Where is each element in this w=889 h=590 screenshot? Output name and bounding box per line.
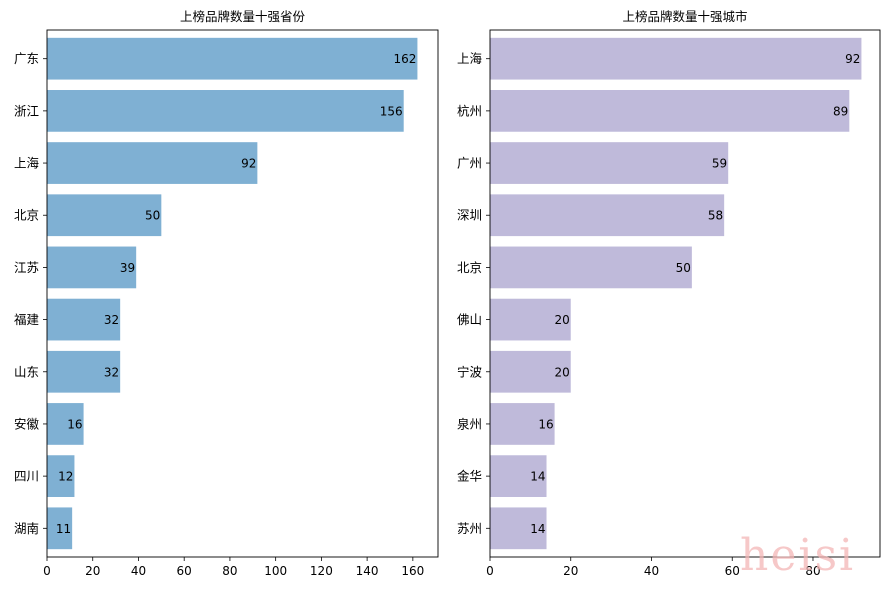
data-label: 11 bbox=[56, 522, 71, 536]
y-tick-label: 北京 bbox=[14, 208, 39, 223]
x-tick-label: 140 bbox=[356, 564, 379, 578]
y-tick-label: 广州 bbox=[457, 156, 482, 171]
x-tick-label: 120 bbox=[310, 564, 333, 578]
bar bbox=[47, 507, 73, 550]
y-tick-label: 安徽 bbox=[14, 416, 40, 431]
y-tick-label: 北京 bbox=[457, 260, 482, 275]
bar bbox=[490, 350, 571, 393]
data-label: 89 bbox=[833, 104, 848, 118]
data-label: 12 bbox=[58, 470, 73, 484]
chart-cities: 上榜品牌数量十强城市 92 上海 89 杭州 59 广州 58 深圳 50 北京 20 佛山 20 宁波 16… bbox=[457, 9, 881, 578]
y-tick-label: 四川 bbox=[14, 469, 39, 484]
y-tick-label: 上海 bbox=[14, 156, 40, 171]
data-label: 39 bbox=[120, 261, 135, 275]
data-label: 50 bbox=[676, 261, 691, 275]
x-tick-label: 60 bbox=[177, 564, 192, 578]
bar bbox=[47, 455, 75, 497]
bar bbox=[490, 246, 692, 289]
y-tick-label: 泉州 bbox=[457, 416, 482, 431]
data-label: 14 bbox=[530, 470, 545, 484]
bar bbox=[47, 350, 121, 393]
y-tick-label: 浙江 bbox=[14, 103, 39, 118]
x-tick-label: 0 bbox=[43, 564, 51, 578]
x-tick-label: 40 bbox=[131, 564, 146, 578]
y-tick-label: 苏州 bbox=[457, 521, 482, 536]
chart-title: 上榜品牌数量十强省份 bbox=[180, 9, 306, 24]
y-tick-label: 佛山 bbox=[457, 312, 482, 327]
data-label: 162 bbox=[394, 52, 417, 66]
bar bbox=[47, 37, 418, 80]
x-tick-label: 60 bbox=[725, 564, 740, 578]
data-label: 14 bbox=[530, 522, 545, 536]
y-tick-label: 深圳 bbox=[457, 208, 482, 223]
bar bbox=[490, 37, 862, 80]
bar bbox=[490, 90, 850, 132]
y-tick-label: 广东 bbox=[14, 51, 39, 66]
x-tick-label: 40 bbox=[644, 564, 659, 578]
bar bbox=[490, 298, 571, 341]
bar bbox=[47, 298, 121, 341]
data-label: 20 bbox=[554, 365, 569, 379]
data-label: 50 bbox=[145, 209, 160, 223]
y-tick-label: 上海 bbox=[457, 51, 483, 66]
y-tick-label: 福建 bbox=[14, 312, 40, 327]
x-tick-label: 20 bbox=[563, 564, 578, 578]
x-tick-label: 20 bbox=[85, 564, 100, 578]
bar bbox=[47, 194, 162, 237]
data-label: 16 bbox=[67, 417, 82, 431]
data-label: 156 bbox=[380, 104, 403, 118]
watermark-text: heisi bbox=[740, 530, 856, 581]
data-label: 58 bbox=[708, 209, 723, 223]
bar bbox=[490, 507, 547, 550]
data-label: 92 bbox=[241, 157, 256, 171]
bar bbox=[490, 142, 729, 184]
chart-provinces: 上榜品牌数量十强省份 162 广东 156 浙江 92 上海 50 北京 39 江苏 32 福建 32 山东… bbox=[14, 9, 439, 578]
data-label: 59 bbox=[712, 157, 727, 171]
x-tick-label: 80 bbox=[222, 564, 237, 578]
data-label: 16 bbox=[538, 417, 553, 431]
y-tick-label: 山东 bbox=[14, 364, 39, 379]
data-label: 92 bbox=[845, 52, 860, 66]
y-tick-label: 湖南 bbox=[14, 521, 39, 536]
plot-frame bbox=[46, 29, 439, 558]
x-tick-label: 100 bbox=[264, 564, 287, 578]
data-label: 32 bbox=[104, 313, 119, 327]
y-tick-label: 金华 bbox=[457, 469, 482, 484]
bar bbox=[47, 403, 84, 445]
x-tick-label: 80 bbox=[805, 564, 820, 578]
data-label: 20 bbox=[554, 313, 569, 327]
x-tick-label: 0 bbox=[486, 564, 494, 578]
bar bbox=[490, 194, 725, 237]
y-tick-label: 杭州 bbox=[457, 103, 482, 118]
bar bbox=[47, 246, 137, 289]
chart-title: 上榜品牌数量十强城市 bbox=[622, 9, 747, 24]
bar bbox=[490, 455, 547, 497]
x-tick-label: 160 bbox=[401, 564, 424, 578]
bar bbox=[490, 403, 555, 445]
bar bbox=[47, 142, 258, 184]
data-label: 32 bbox=[104, 365, 119, 379]
y-tick-label: 宁波 bbox=[457, 364, 483, 379]
y-tick-label: 江苏 bbox=[14, 260, 39, 275]
plot-frame bbox=[489, 29, 881, 558]
bar bbox=[47, 90, 404, 132]
